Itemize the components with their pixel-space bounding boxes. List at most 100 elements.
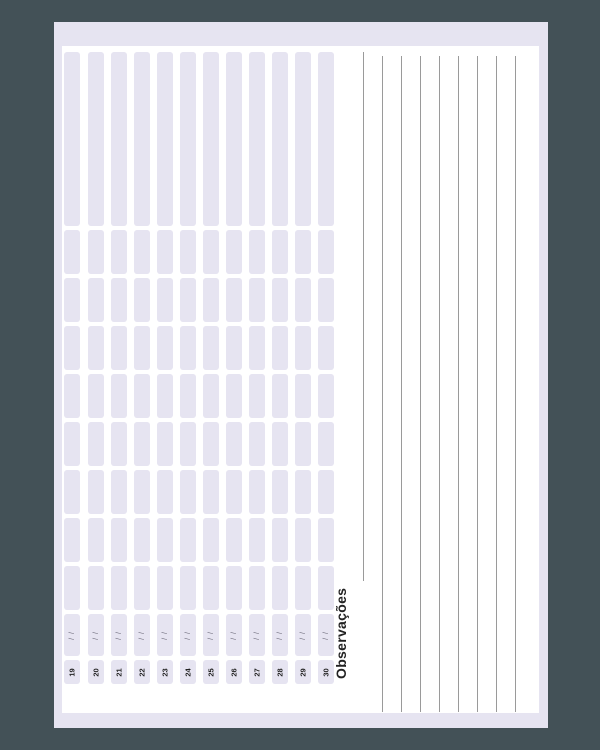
date-field[interactable]: / / (64, 614, 80, 656)
task-cell[interactable] (88, 326, 104, 370)
date-field[interactable]: / / (157, 614, 173, 656)
task-cell[interactable] (318, 230, 334, 274)
task-cell[interactable] (180, 566, 196, 610)
task-cell-large[interactable] (226, 52, 242, 226)
task-cell-large[interactable] (295, 52, 311, 226)
task-cell[interactable] (180, 470, 196, 514)
task-cell[interactable] (180, 518, 196, 562)
task-cell[interactable] (134, 422, 150, 466)
date-field[interactable]: / / (134, 614, 150, 656)
task-cell[interactable] (157, 374, 173, 418)
task-cell-large[interactable] (180, 52, 196, 226)
task-cell[interactable] (88, 230, 104, 274)
task-cell[interactable] (295, 230, 311, 274)
task-cell[interactable] (64, 278, 80, 322)
task-cell[interactable] (180, 278, 196, 322)
task-cell-large[interactable] (134, 52, 150, 226)
task-cell[interactable] (88, 278, 104, 322)
task-cell[interactable] (157, 422, 173, 466)
task-cell[interactable] (134, 278, 150, 322)
date-field[interactable]: / / (272, 614, 288, 656)
task-cell[interactable] (180, 422, 196, 466)
task-cell[interactable] (88, 422, 104, 466)
task-cell-large[interactable] (88, 52, 104, 226)
task-cell[interactable] (272, 374, 288, 418)
task-cell[interactable] (295, 518, 311, 562)
task-cell[interactable] (249, 230, 265, 274)
task-cell[interactable] (134, 230, 150, 274)
task-cell[interactable] (295, 278, 311, 322)
task-cell[interactable] (203, 230, 219, 274)
task-cell-large[interactable] (157, 52, 173, 226)
date-field[interactable]: / / (295, 614, 311, 656)
date-field[interactable]: / / (88, 614, 104, 656)
task-cell[interactable] (134, 374, 150, 418)
task-cell[interactable] (318, 374, 334, 418)
task-cell[interactable] (226, 470, 242, 514)
task-cell[interactable] (134, 518, 150, 562)
task-cell[interactable] (272, 518, 288, 562)
task-cell[interactable] (134, 470, 150, 514)
task-cell[interactable] (157, 470, 173, 514)
task-cell[interactable] (157, 230, 173, 274)
task-cell[interactable] (88, 518, 104, 562)
task-cell[interactable] (111, 278, 127, 322)
task-cell-large[interactable] (318, 52, 334, 226)
task-cell[interactable] (226, 518, 242, 562)
task-cell[interactable] (249, 278, 265, 322)
task-cell[interactable] (318, 326, 334, 370)
task-cell[interactable] (318, 518, 334, 562)
task-cell[interactable] (226, 230, 242, 274)
task-cell[interactable] (111, 422, 127, 466)
task-cell[interactable] (272, 470, 288, 514)
task-cell[interactable] (88, 470, 104, 514)
task-cell[interactable] (64, 422, 80, 466)
date-field[interactable]: / / (203, 614, 219, 656)
task-cell-large[interactable] (249, 52, 265, 226)
task-cell[interactable] (64, 326, 80, 370)
task-cell-large[interactable] (64, 52, 80, 226)
task-cell[interactable] (318, 278, 334, 322)
task-cell[interactable] (226, 422, 242, 466)
task-cell[interactable] (226, 566, 242, 610)
task-cell[interactable] (64, 470, 80, 514)
task-cell[interactable] (249, 374, 265, 418)
task-cell[interactable] (157, 518, 173, 562)
task-cell[interactable] (203, 278, 219, 322)
task-cell[interactable] (180, 374, 196, 418)
task-cell[interactable] (157, 326, 173, 370)
task-cell[interactable] (203, 422, 219, 466)
task-cell[interactable] (64, 230, 80, 274)
task-cell[interactable] (318, 566, 334, 610)
task-cell[interactable] (318, 470, 334, 514)
task-cell[interactable] (272, 230, 288, 274)
task-cell[interactable] (203, 518, 219, 562)
task-cell[interactable] (249, 470, 265, 514)
date-field[interactable]: / / (226, 614, 242, 656)
task-cell[interactable] (180, 326, 196, 370)
task-cell[interactable] (203, 566, 219, 610)
task-cell[interactable] (64, 566, 80, 610)
task-cell[interactable] (64, 374, 80, 418)
task-cell[interactable] (157, 566, 173, 610)
task-cell[interactable] (295, 422, 311, 466)
task-cell[interactable] (272, 422, 288, 466)
date-field[interactable]: / / (180, 614, 196, 656)
task-cell[interactable] (64, 518, 80, 562)
task-cell[interactable] (295, 470, 311, 514)
task-cell[interactable] (111, 566, 127, 610)
task-cell-large[interactable] (203, 52, 219, 226)
task-cell[interactable] (295, 566, 311, 610)
date-field[interactable]: / / (249, 614, 265, 656)
task-cell[interactable] (111, 374, 127, 418)
task-cell-large[interactable] (111, 52, 127, 226)
date-field[interactable]: / / (318, 614, 334, 656)
task-cell[interactable] (134, 326, 150, 370)
task-cell[interactable] (226, 278, 242, 322)
task-cell-large[interactable] (272, 52, 288, 226)
task-cell[interactable] (180, 230, 196, 274)
task-cell[interactable] (111, 326, 127, 370)
task-cell[interactable] (88, 566, 104, 610)
task-cell[interactable] (249, 566, 265, 610)
date-field[interactable]: / / (111, 614, 127, 656)
